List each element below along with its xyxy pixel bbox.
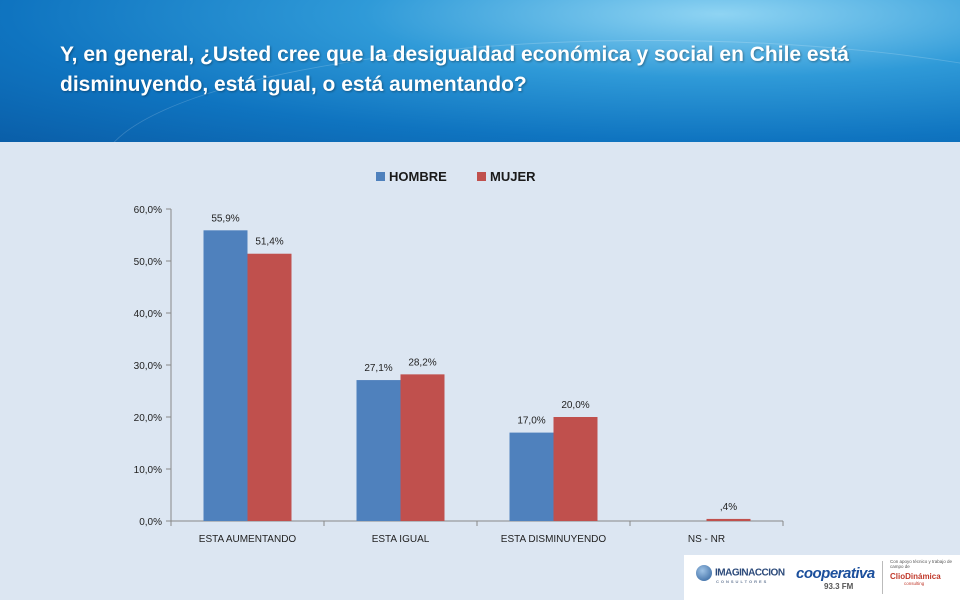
logo-caption: Con apoyo técnico y trabajo de campo de — [890, 559, 953, 569]
legend-label-mujer: MUJER — [490, 169, 536, 184]
data-label: 17,0% — [517, 416, 545, 427]
imaginaccion-logo: IMAGINACCION CONSULTORES — [696, 565, 785, 584]
bar-chart: 0,0% 10,0% 20,0% 30,0% 40,0% 50,0% 60,0% ESTA A… — [134, 169, 784, 545]
data-label: 27,1% — [364, 363, 392, 374]
data-label: ,4% — [720, 502, 737, 513]
y-tick-label: 30,0% — [134, 361, 162, 372]
x-tick-label: ESTA DISMINUYENDO — [501, 534, 607, 545]
logo-subtext: consulting — [904, 581, 925, 586]
logo-name: ClioDinámica — [890, 572, 941, 581]
legend-swatch-mujer — [477, 172, 486, 181]
bar-hombre — [203, 230, 248, 521]
y-tick-label: 40,0% — [134, 309, 162, 320]
logo-text: ClioDinámica — [890, 572, 960, 581]
y-tick-label: 20,0% — [134, 413, 162, 424]
divider — [882, 561, 883, 594]
x-tick-label: ESTA IGUAL — [372, 534, 430, 545]
data-label: 28,2% — [408, 357, 436, 368]
bar-mujer — [400, 374, 445, 521]
bar-hombre — [356, 380, 401, 521]
legend-label-hombre: HOMBRE — [389, 169, 447, 184]
data-label: 51,4% — [255, 237, 283, 248]
logo-subtext: CONSULTORES — [716, 579, 769, 584]
bar-mujer — [247, 253, 292, 521]
legend-swatch-hombre — [376, 172, 385, 181]
data-label: 55,9% — [211, 213, 239, 224]
x-tick-label: ESTA AUMENTANDO — [199, 534, 297, 545]
footer-logos: IMAGINACCION CONSULTORES cooperativa 93.… — [684, 555, 960, 600]
logo-text: IMAGINACCION — [715, 567, 785, 579]
bar-hombre — [509, 432, 554, 521]
logo-subtext: 93.3 FM — [824, 582, 854, 591]
x-tick-label: NS - NR — [688, 534, 725, 545]
y-tick-label: 10,0% — [134, 465, 162, 476]
logo-text: cooperativa — [796, 565, 875, 582]
y-tick-label: 60,0% — [134, 205, 162, 216]
bar-mujer — [706, 518, 751, 521]
bar-mujer — [553, 417, 598, 521]
cooperativa-logo: cooperativa 93.3 FM — [796, 565, 875, 591]
globe-icon — [696, 565, 712, 581]
data-label: 20,0% — [561, 400, 589, 411]
page-title: Y, en general, ¿Usted cree que la desigu… — [60, 43, 849, 96]
header-banner: Y, en general, ¿Usted cree que la desigu… — [0, 0, 960, 142]
cliodinamica-logo: Con apoyo técnico y trabajo de campo de … — [890, 559, 960, 586]
chart-area: 0,0% 10,0% 20,0% 30,0% 40,0% 50,0% 60,0% ESTA A… — [0, 142, 960, 552]
y-tick-label: 0,0% — [139, 517, 162, 528]
y-tick-label: 50,0% — [134, 257, 162, 268]
